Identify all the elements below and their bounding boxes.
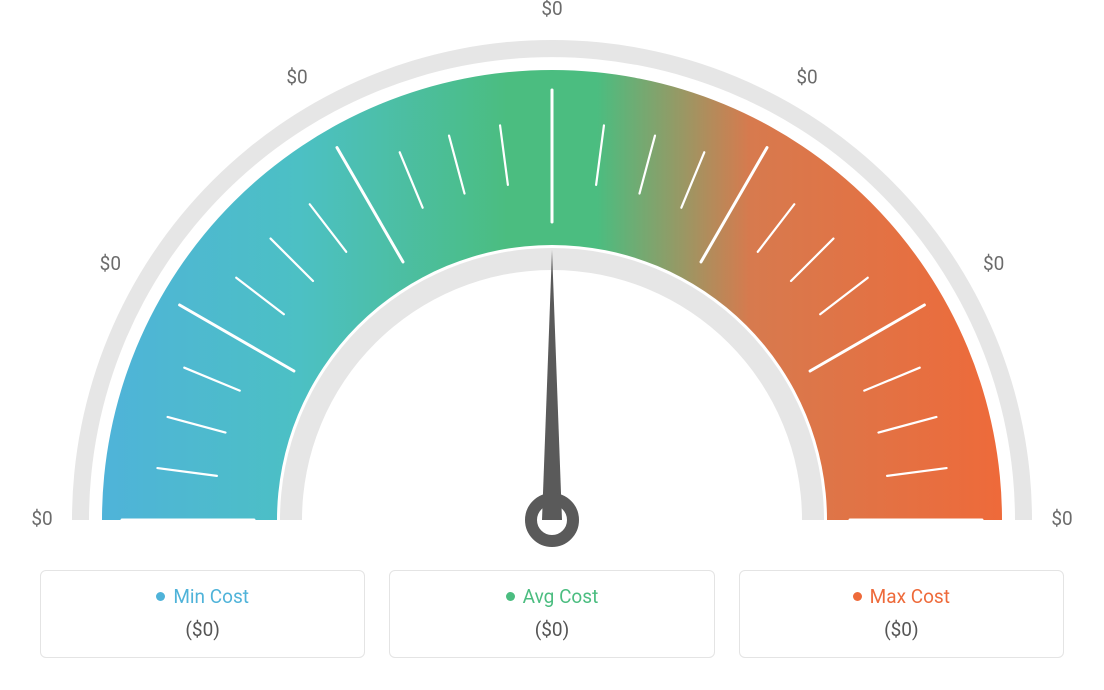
gauge-tick-label: $0 [541,0,562,20]
gauge-tick-label: $0 [1051,507,1072,530]
gauge-chart: $0 $0 $0 $0 $0 $0 $0 [0,0,1104,560]
legend-card-avg: Avg Cost ($0) [389,570,714,658]
legend-value: ($0) [51,618,354,641]
legend-title-avg: Avg Cost [506,585,599,608]
legend-label: Max Cost [870,585,950,608]
gauge-needle [542,250,562,520]
gauge-tick-label: $0 [796,65,817,88]
legend-value: ($0) [750,618,1053,641]
legend-row: Min Cost ($0) Avg Cost ($0) Max Cost ($0… [0,570,1104,658]
gauge-tick-label: $0 [286,65,307,88]
dot-icon [853,592,862,601]
legend-card-min: Min Cost ($0) [40,570,365,658]
legend-title-min: Min Cost [156,585,249,608]
legend-value: ($0) [400,618,703,641]
legend-label: Min Cost [173,585,249,608]
gauge-tick-label: $0 [100,252,121,275]
legend-card-max: Max Cost ($0) [739,570,1064,658]
gauge-tick-label: $0 [31,507,52,530]
legend-title-max: Max Cost [853,585,950,608]
gauge-svg: $0 $0 $0 $0 $0 $0 $0 [0,0,1104,560]
dot-icon [156,592,165,601]
gauge-tick-label: $0 [983,252,1004,275]
legend-label: Avg Cost [523,585,599,608]
dot-icon [506,592,515,601]
